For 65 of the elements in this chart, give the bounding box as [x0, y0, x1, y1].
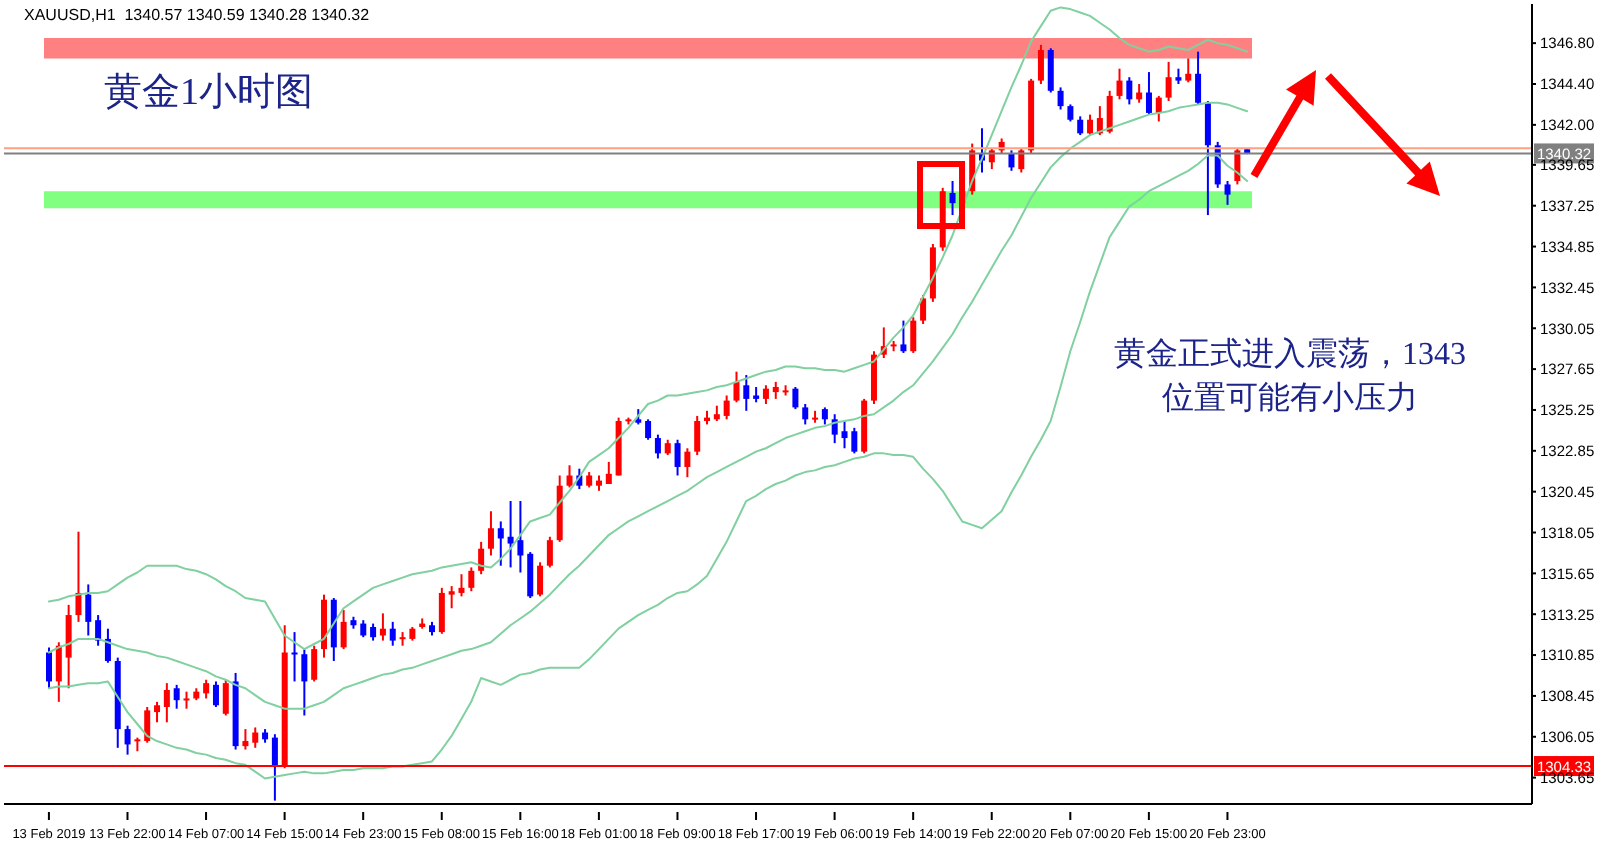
- candlestick: [1037, 43, 1044, 85]
- candlestick: [497, 520, 504, 567]
- candlestick: [1087, 113, 1094, 137]
- candlestick: [1077, 115, 1084, 137]
- candlestick: [546, 535, 553, 569]
- candlestick: [920, 294, 927, 325]
- annotation: 黄金正式进入震荡，1343 位置可能有小压力: [1112, 335, 1468, 420]
- candlestick: [389, 620, 396, 647]
- candlestick: [1224, 180, 1231, 206]
- candlestick: [645, 418, 652, 441]
- candlestick: [674, 438, 681, 477]
- candlestick: [1185, 57, 1192, 84]
- candlestick: [566, 464, 573, 489]
- candlestick: [831, 413, 838, 445]
- candlestick: [537, 561, 544, 598]
- candlestick: [55, 641, 62, 703]
- candlestick: [1116, 67, 1123, 101]
- candlestick: [203, 678, 210, 700]
- candlestick: [1047, 47, 1054, 94]
- candlestick: [95, 614, 102, 647]
- candlestick: [1057, 86, 1064, 111]
- candlestick: [124, 724, 131, 756]
- candlestick: [222, 678, 229, 717]
- candlestick: [1155, 94, 1162, 123]
- candlestick: [173, 683, 180, 710]
- candlestick: [163, 682, 170, 724]
- candlestick: [910, 316, 917, 354]
- candlestick: [723, 394, 730, 421]
- candlestick: [438, 586, 445, 635]
- candlestick: [802, 403, 809, 426]
- candlestick: [1195, 50, 1202, 106]
- candlestick: [85, 583, 92, 637]
- candlestick: [154, 700, 161, 724]
- candlestick: [468, 566, 475, 593]
- candlestick: [654, 433, 661, 460]
- candlestick: [212, 680, 219, 708]
- candlestick: [311, 644, 318, 683]
- candlestick: [1018, 147, 1025, 174]
- candlestick: [733, 370, 740, 404]
- candlestick: [252, 726, 259, 749]
- candlestick: [144, 705, 151, 744]
- annotation: XAUUSD,H1 1340.57 1340.59 1340.28 1340.32: [24, 6, 370, 24]
- candlestick: [46, 646, 52, 690]
- candlestick: [762, 384, 769, 405]
- candlestick: [487, 510, 494, 557]
- candlestick: [1165, 60, 1172, 103]
- candlestick: [527, 551, 534, 600]
- candlestick: [1145, 71, 1152, 116]
- candlestick: [743, 374, 750, 412]
- candlestick: [684, 447, 691, 479]
- candlestick: [242, 728, 249, 751]
- candlestick: [694, 414, 701, 457]
- text: 黄金1小时图: [104, 70, 313, 118]
- candlestick: [1008, 149, 1015, 172]
- candlestick: [75, 530, 82, 623]
- candlestick: [949, 180, 956, 217]
- candlestick: [792, 385, 799, 411]
- candlestick: [65, 603, 72, 690]
- candlestick: [1204, 100, 1211, 217]
- candlestick: [1106, 89, 1113, 135]
- candlestick: [1126, 76, 1133, 106]
- candlestick: [330, 597, 337, 663]
- candlestick: [900, 319, 907, 354]
- candlestick: [340, 608, 347, 651]
- candlestick: [271, 733, 278, 802]
